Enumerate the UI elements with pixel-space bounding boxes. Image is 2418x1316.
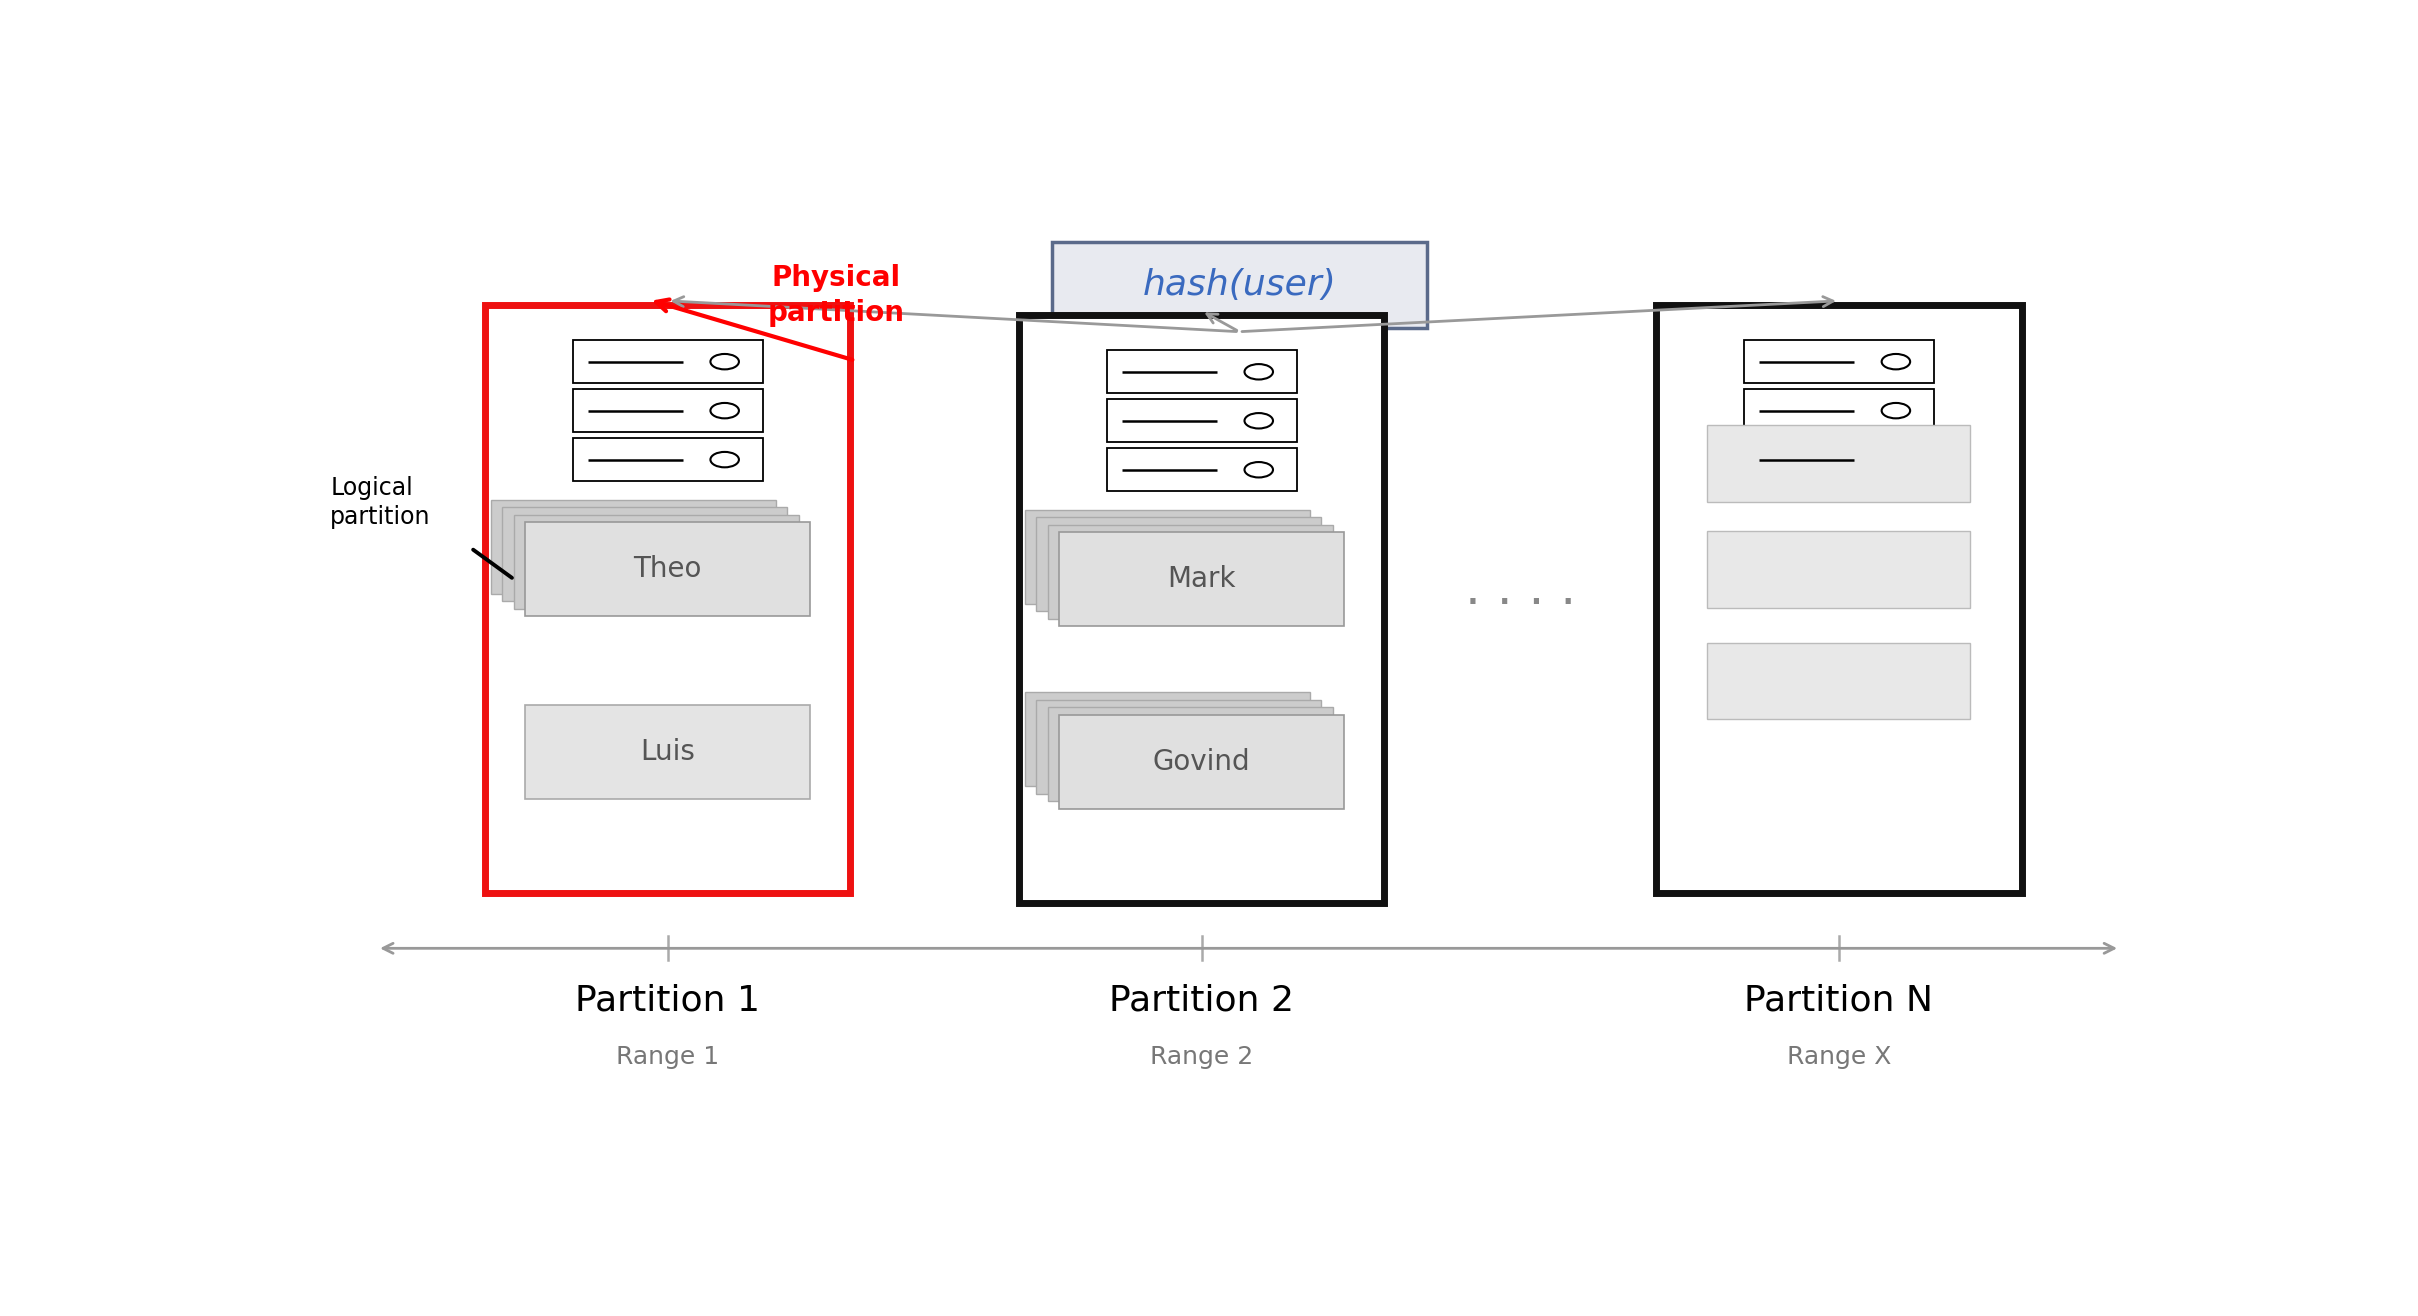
Bar (1018, 315, 1386, 903)
Bar (1743, 340, 1934, 383)
Bar (1047, 707, 1332, 801)
Text: hash(user): hash(user) (1141, 267, 1337, 301)
Text: Theo: Theo (634, 555, 701, 583)
Bar (1047, 525, 1332, 619)
Bar (491, 500, 776, 594)
Bar (1656, 305, 2021, 892)
Text: Partition N: Partition N (1743, 984, 1934, 1017)
Text: Luis: Luis (641, 737, 694, 766)
Text: Partition 1: Partition 1 (575, 984, 759, 1017)
Bar (1037, 700, 1323, 794)
Text: Range 1: Range 1 (617, 1045, 718, 1069)
Bar (1707, 425, 1971, 501)
Bar (1025, 692, 1311, 786)
Bar (1707, 642, 1971, 720)
Bar (573, 340, 762, 383)
Bar (1059, 533, 1344, 626)
Bar (1107, 350, 1296, 393)
Text: Physical
partition: Physical partition (769, 265, 904, 326)
Bar (486, 305, 851, 892)
Text: Govind: Govind (1153, 747, 1250, 775)
Bar (1052, 242, 1427, 328)
Bar (1037, 517, 1323, 612)
Bar (503, 507, 788, 601)
Text: Logical
partition: Logical partition (331, 475, 430, 529)
Bar (1107, 399, 1296, 442)
Text: Partition 2: Partition 2 (1110, 984, 1294, 1017)
Bar (1743, 390, 1934, 432)
Bar (1059, 715, 1344, 808)
Bar (525, 704, 810, 799)
Bar (573, 438, 762, 482)
Text: Mark: Mark (1168, 566, 1236, 594)
Bar (525, 522, 810, 616)
Bar (573, 390, 762, 432)
Bar (1707, 532, 1971, 608)
Bar (1107, 449, 1296, 491)
Bar (1743, 438, 1934, 482)
Text: Range 2: Range 2 (1151, 1045, 1253, 1069)
Bar (1025, 509, 1311, 604)
Text: Range X: Range X (1787, 1045, 1891, 1069)
Text: · · · ·: · · · · (1465, 580, 1577, 628)
Bar (513, 515, 798, 609)
